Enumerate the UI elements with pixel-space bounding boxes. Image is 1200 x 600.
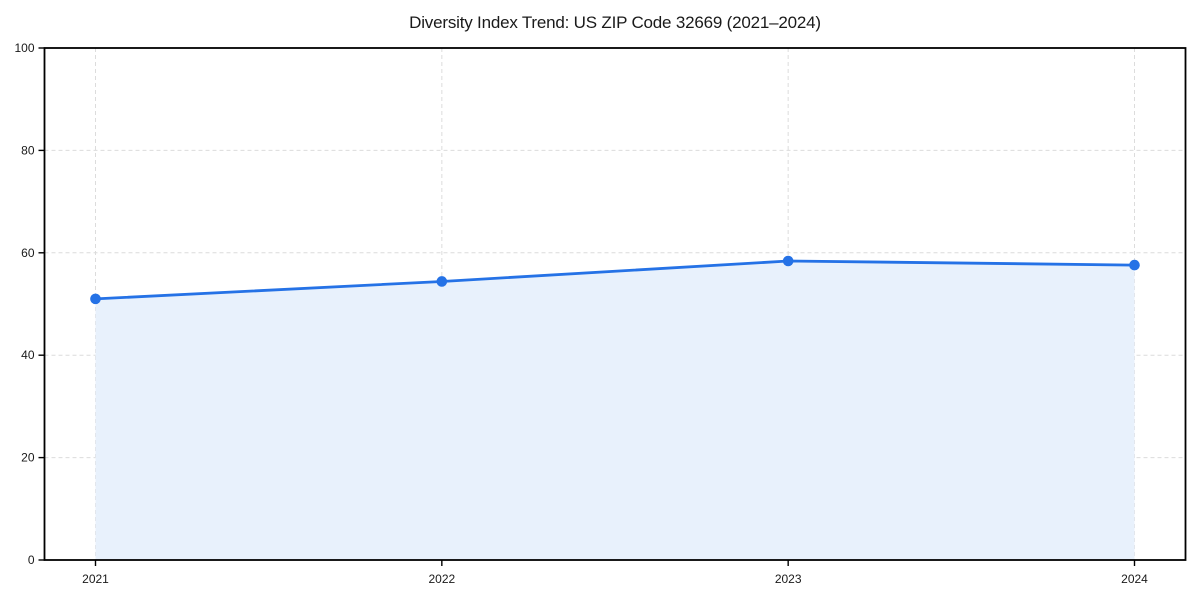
x-tick-label: 2023 — [775, 572, 802, 586]
data-point-marker — [436, 276, 448, 287]
data-point-marker — [782, 255, 794, 267]
y-tick-label: 80 — [21, 143, 35, 157]
plot-border — [43, 47, 1187, 561]
y-tick-label: 60 — [21, 246, 35, 260]
y-tick-label: 100 — [14, 41, 34, 55]
x-tick-label: 2021 — [82, 572, 109, 586]
y-tick-label: 40 — [21, 348, 35, 362]
trend-line — [94, 259, 1136, 301]
data-point-marker — [1129, 259, 1140, 271]
x-tick-label: 2022 — [428, 572, 455, 586]
y-tick-label: 20 — [21, 451, 35, 465]
data-point-marker — [90, 293, 101, 305]
x-tick-label: 2024 — [1121, 572, 1148, 586]
y-tick-label: 0 — [28, 553, 35, 567]
area-fill — [95, 260, 1135, 560]
chart-title: Diversity Index Trend: US ZIP Code 32669… — [409, 13, 821, 32]
